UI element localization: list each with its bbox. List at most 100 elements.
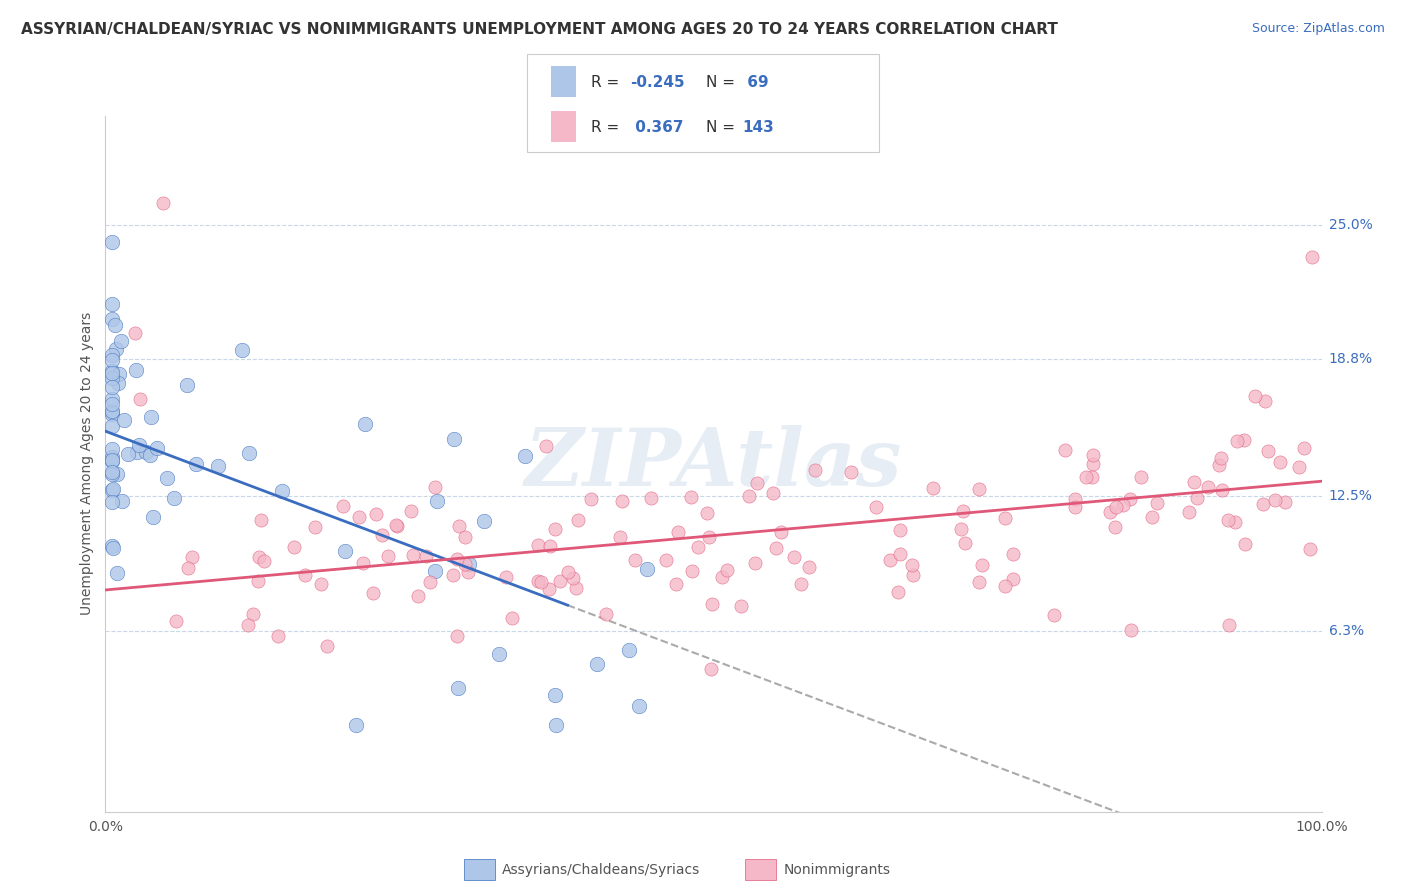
Point xyxy=(454,557,477,571)
Point xyxy=(100,465,122,479)
Point xyxy=(152,195,174,210)
Point xyxy=(586,657,609,672)
Point xyxy=(624,552,647,566)
Point xyxy=(952,504,974,518)
Point xyxy=(100,419,122,434)
Point xyxy=(135,445,157,459)
Point xyxy=(762,485,785,500)
Point xyxy=(769,524,792,539)
Point xyxy=(839,465,862,479)
Point xyxy=(127,444,149,458)
Point xyxy=(100,407,122,421)
Point xyxy=(1182,475,1205,489)
Text: ZIPAtlas: ZIPAtlas xyxy=(524,425,903,502)
Point xyxy=(1211,483,1233,497)
Point xyxy=(100,311,122,326)
Point xyxy=(970,558,993,572)
Point xyxy=(1081,448,1104,462)
Point xyxy=(783,550,806,565)
Point xyxy=(501,611,523,625)
Point xyxy=(387,519,409,533)
Point xyxy=(344,717,367,731)
Point xyxy=(994,579,1017,593)
Point xyxy=(419,574,441,589)
Text: R =: R = xyxy=(591,76,624,90)
Text: Nonimmigrants: Nonimmigrants xyxy=(783,863,890,877)
Point xyxy=(446,629,468,643)
Point xyxy=(165,614,187,628)
Point xyxy=(100,397,122,411)
Point xyxy=(105,467,128,482)
Point xyxy=(1208,458,1230,472)
Point xyxy=(141,409,163,424)
Point xyxy=(681,564,703,578)
Point xyxy=(425,565,447,579)
Point xyxy=(564,581,586,595)
Point xyxy=(163,491,186,506)
Point xyxy=(406,590,429,604)
Point xyxy=(304,520,326,534)
Point xyxy=(207,459,229,474)
Point xyxy=(865,500,887,514)
Point xyxy=(332,499,354,513)
Point xyxy=(1053,442,1076,457)
Point xyxy=(180,550,202,565)
Point xyxy=(100,348,122,362)
Point xyxy=(156,471,179,485)
Point xyxy=(1111,498,1133,512)
Point xyxy=(922,481,945,495)
Point xyxy=(1251,497,1274,511)
Point xyxy=(1080,469,1102,483)
Point xyxy=(686,540,709,554)
Point xyxy=(696,506,718,520)
Point xyxy=(765,541,787,555)
Point xyxy=(177,560,200,574)
Point xyxy=(1001,572,1024,586)
Text: 18.8%: 18.8% xyxy=(1329,352,1372,367)
Point xyxy=(231,343,253,357)
Point xyxy=(595,607,617,621)
Point xyxy=(100,467,122,482)
Point xyxy=(108,367,131,381)
Point xyxy=(249,513,271,527)
Point xyxy=(534,439,557,453)
Point xyxy=(538,539,561,553)
Point xyxy=(457,566,479,580)
Point xyxy=(129,392,152,406)
Point xyxy=(100,366,122,380)
Point xyxy=(100,405,122,419)
Point xyxy=(700,663,723,677)
Point xyxy=(454,530,477,544)
Point xyxy=(1098,505,1121,519)
Text: ASSYRIAN/CHALDEAN/SYRIAC VS NONIMMIGRANTS UNEMPLOYMENT AMONG AGES 20 TO 24 YEARS: ASSYRIAN/CHALDEAN/SYRIAC VS NONIMMIGRANT… xyxy=(21,22,1057,37)
Point xyxy=(1197,480,1219,494)
Point xyxy=(527,538,550,552)
Point xyxy=(730,599,752,613)
Point xyxy=(100,297,122,311)
Point xyxy=(953,535,976,549)
Point xyxy=(529,574,551,589)
Point xyxy=(447,681,470,695)
Point xyxy=(610,493,633,508)
Point xyxy=(446,552,468,566)
Point xyxy=(110,334,132,349)
Point xyxy=(311,577,333,591)
Point xyxy=(472,514,495,528)
Point xyxy=(377,549,399,563)
Text: Assyrians/Chaldeans/Syriacs: Assyrians/Chaldeans/Syriacs xyxy=(502,863,700,877)
Point xyxy=(100,453,122,467)
Point xyxy=(271,483,294,498)
Point xyxy=(139,448,162,462)
Point xyxy=(1074,469,1097,483)
Text: N =: N = xyxy=(706,76,740,90)
Point xyxy=(100,364,122,378)
Point xyxy=(1209,450,1232,465)
Text: 12.5%: 12.5% xyxy=(1329,490,1372,503)
Point xyxy=(1105,500,1128,515)
Point xyxy=(700,597,723,611)
Text: 143: 143 xyxy=(742,120,775,135)
Point xyxy=(1178,505,1201,519)
Point xyxy=(402,548,425,562)
Point xyxy=(117,447,139,461)
Point xyxy=(1216,513,1239,527)
